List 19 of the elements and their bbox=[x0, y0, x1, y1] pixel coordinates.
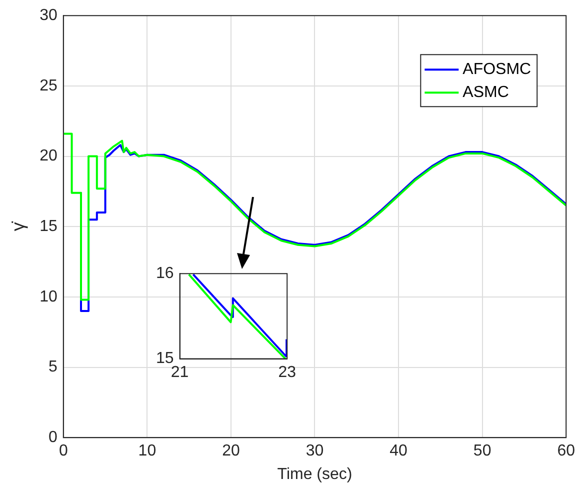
y-tick-label: 10 bbox=[40, 288, 58, 306]
y-tick-label: 5 bbox=[48, 358, 58, 376]
y-tick-label: 20 bbox=[40, 148, 58, 165]
x-tick-label: 10 bbox=[138, 442, 156, 460]
legend-label: ASMC bbox=[462, 84, 509, 102]
y-axis-title: γ̇ bbox=[8, 221, 28, 232]
y-tick-label: 30 bbox=[40, 7, 58, 24]
x-tick-label: 60 bbox=[557, 442, 576, 460]
y-tick-label: 16 bbox=[156, 265, 174, 282]
x-tick-label: 23 bbox=[278, 364, 296, 381]
legend-label: AFOSMC bbox=[462, 61, 532, 78]
x-axis-title: Time (sec) bbox=[277, 466, 352, 483]
x-tick-label: 30 bbox=[306, 442, 324, 460]
y-tick-label: 15 bbox=[40, 218, 58, 236]
x-tick-label: 40 bbox=[390, 442, 408, 460]
y-tick-label: 0 bbox=[48, 429, 58, 446]
y-tick-label: 25 bbox=[40, 77, 58, 94]
x-tick-label: 20 bbox=[222, 442, 240, 460]
x-tick-label: 50 bbox=[473, 442, 492, 460]
